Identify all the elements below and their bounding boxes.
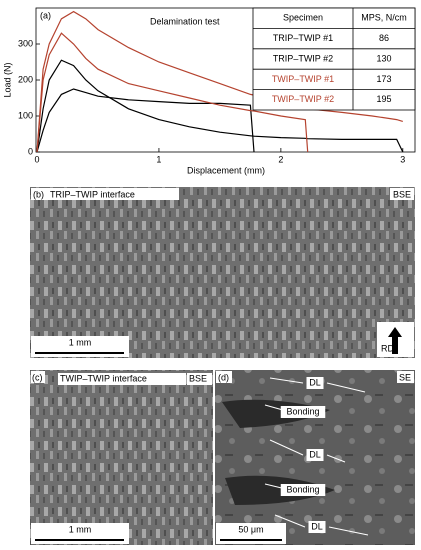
- micrograph: [30, 187, 415, 358]
- series-line: [36, 88, 255, 153]
- label-box: [397, 371, 414, 383]
- series-line: [36, 59, 404, 153]
- panel-title: TWIP–TWIP interface: [60, 373, 147, 383]
- annotation: Delamination test: [150, 16, 220, 26]
- delamination: [222, 399, 335, 505]
- panel-label: (c): [32, 372, 43, 382]
- label-box: [187, 373, 212, 385]
- y-tick-label: 300: [18, 38, 33, 48]
- annotation: Bonding: [286, 406, 319, 416]
- panel-label: (d): [218, 372, 229, 382]
- x-tick-label: 0: [34, 154, 39, 164]
- label-box: [31, 188, 179, 200]
- panel-label: (a): [40, 10, 51, 20]
- direction: RD: [381, 343, 394, 353]
- annotation-box: [280, 406, 326, 418]
- panel-d: (d) SE DL Bonding DL Bonding DL 50 μm: [215, 370, 415, 545]
- table-value: 130: [376, 53, 391, 63]
- micrograph: [30, 370, 213, 545]
- label-box: [31, 371, 45, 383]
- x-axis-label: Displacement (mm): [187, 165, 265, 175]
- scale-label: 1 mm: [69, 337, 92, 347]
- y-tick-label: 0: [28, 146, 33, 156]
- panel-c: (c) TWIP–TWIP interface BSE 1 mm: [30, 370, 213, 545]
- annotation-box: [308, 521, 326, 533]
- series-line: [36, 32, 309, 153]
- scale-box: [31, 523, 129, 544]
- label-box: [216, 371, 232, 383]
- scale-label: 50 μm: [238, 524, 263, 534]
- y-tick-label: 100: [18, 110, 33, 120]
- label-box: [390, 188, 414, 200]
- series-line: [36, 10, 403, 153]
- label-box: [58, 373, 186, 385]
- x-tick-label: 1: [156, 154, 161, 164]
- table-value: 86: [379, 33, 389, 43]
- scale-box: [216, 523, 286, 544]
- panel-title: TRIP–TWIP interface: [50, 189, 135, 199]
- y-axis-label: Load (N): [2, 62, 12, 97]
- x-tick-label: 3: [400, 154, 405, 164]
- annotation: DL: [311, 521, 323, 531]
- panel-label: (b): [33, 189, 44, 199]
- scale-label: 1 mm: [69, 524, 92, 534]
- x-tick-label: 2: [278, 154, 283, 164]
- annotation: DL: [309, 377, 321, 387]
- y-tick-label: 200: [18, 74, 33, 84]
- legend-entry: TWIP–TWIP #1: [272, 74, 334, 84]
- annotation-box: [306, 377, 324, 389]
- annotation: DL: [309, 449, 321, 459]
- table-header: MPS, N/cm: [361, 13, 407, 23]
- table-header: Specimen: [283, 13, 323, 23]
- table-value: 195: [376, 94, 391, 104]
- annotation-box: [280, 484, 326, 496]
- detector: BSE: [189, 373, 207, 383]
- legend-entry: TWIP–TWIP #2: [272, 94, 334, 104]
- scale-box: [31, 336, 129, 357]
- table-frame: [252, 7, 416, 111]
- detector: BSE: [393, 189, 411, 199]
- direction-arrow: [388, 327, 402, 354]
- panel-b: (b) TRIP–TWIP interface BSE 1 mm RD: [30, 187, 415, 358]
- annotation-box: [306, 449, 324, 461]
- legend-entry: TRIP–TWIP #1: [273, 33, 333, 43]
- table-value: 173: [376, 74, 391, 84]
- detector: SE: [399, 372, 411, 382]
- annotation: Bonding: [286, 484, 319, 494]
- legend-entry: TRIP–TWIP #2: [273, 53, 333, 63]
